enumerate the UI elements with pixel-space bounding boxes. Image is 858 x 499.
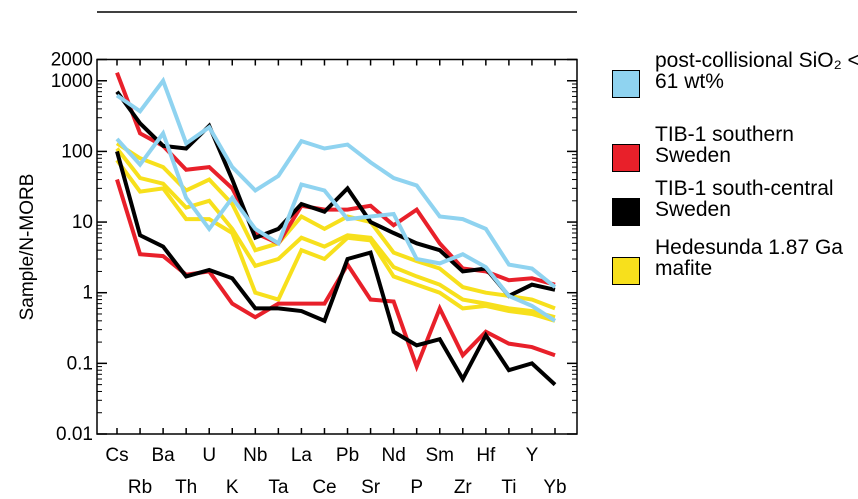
x-tick-label: Y xyxy=(526,445,539,466)
series-line xyxy=(115,159,556,323)
x-tick-label: Ti xyxy=(501,477,516,498)
y-tick-label: 0.1 xyxy=(67,353,93,374)
y-tick-label: 10 xyxy=(72,212,93,233)
series-line xyxy=(115,72,556,287)
y-tick-label: 1000 xyxy=(51,71,93,92)
plot-frame xyxy=(96,58,578,435)
x-tick-label: P xyxy=(410,477,423,498)
x-tick-label: Yb xyxy=(543,477,566,498)
series-line xyxy=(115,150,557,387)
x-tick-label: Sr xyxy=(361,477,381,498)
legend-item: post-collisional SiO₂ < 61 wt% xyxy=(612,50,858,98)
x-tick-label: K xyxy=(226,477,239,498)
x-tick-label: Th xyxy=(175,477,197,498)
y-axis-label: Sample/N-MORB xyxy=(17,174,38,321)
x-tick-label: Ta xyxy=(268,477,289,498)
x-tick-label: Cs xyxy=(105,445,128,466)
legend-label: TIB-1 south-central Sweden xyxy=(655,177,834,221)
x-tick-label: Nb xyxy=(243,445,267,466)
legend-swatch xyxy=(612,70,640,98)
x-tick-label: Ce xyxy=(312,477,336,498)
legend-swatch xyxy=(612,144,640,172)
series-line xyxy=(115,90,556,299)
y-tick-label: 2000 xyxy=(51,50,93,71)
y-tick-label: 100 xyxy=(61,141,93,162)
x-tick-label: Sm xyxy=(425,445,454,466)
x-tick-label: Rb xyxy=(128,477,152,498)
legend-item: TIB-1 southern Sweden xyxy=(612,124,858,172)
x-tick-label: Hf xyxy=(476,445,496,466)
x-tick-label: Zr xyxy=(454,477,473,498)
legend-label: Hedesunda 1.87 Ga mafite xyxy=(655,236,843,280)
series-line xyxy=(115,147,556,320)
legend-label: TIB-1 southern Sweden xyxy=(655,123,794,167)
series-line xyxy=(115,141,556,311)
legend-item: Hedesunda 1.87 Ga mafite xyxy=(612,237,858,285)
legend-swatch xyxy=(612,257,640,285)
series-line xyxy=(115,129,557,323)
x-tick-label: Nd xyxy=(381,445,405,466)
x-tick-label: La xyxy=(291,445,313,466)
y-tick-label: 1 xyxy=(82,283,93,304)
legend-item: TIB-1 south-central Sweden xyxy=(612,178,858,226)
x-tick-label: Pb xyxy=(336,445,359,466)
series-line xyxy=(115,76,557,289)
legend-label: post-collisional SiO₂ < 61 wt% xyxy=(655,49,858,93)
legend-swatch xyxy=(612,198,640,226)
x-tick-label: U xyxy=(202,445,216,466)
x-tick-label: Ba xyxy=(151,445,175,466)
y-tick-label: 0.01 xyxy=(56,424,93,445)
